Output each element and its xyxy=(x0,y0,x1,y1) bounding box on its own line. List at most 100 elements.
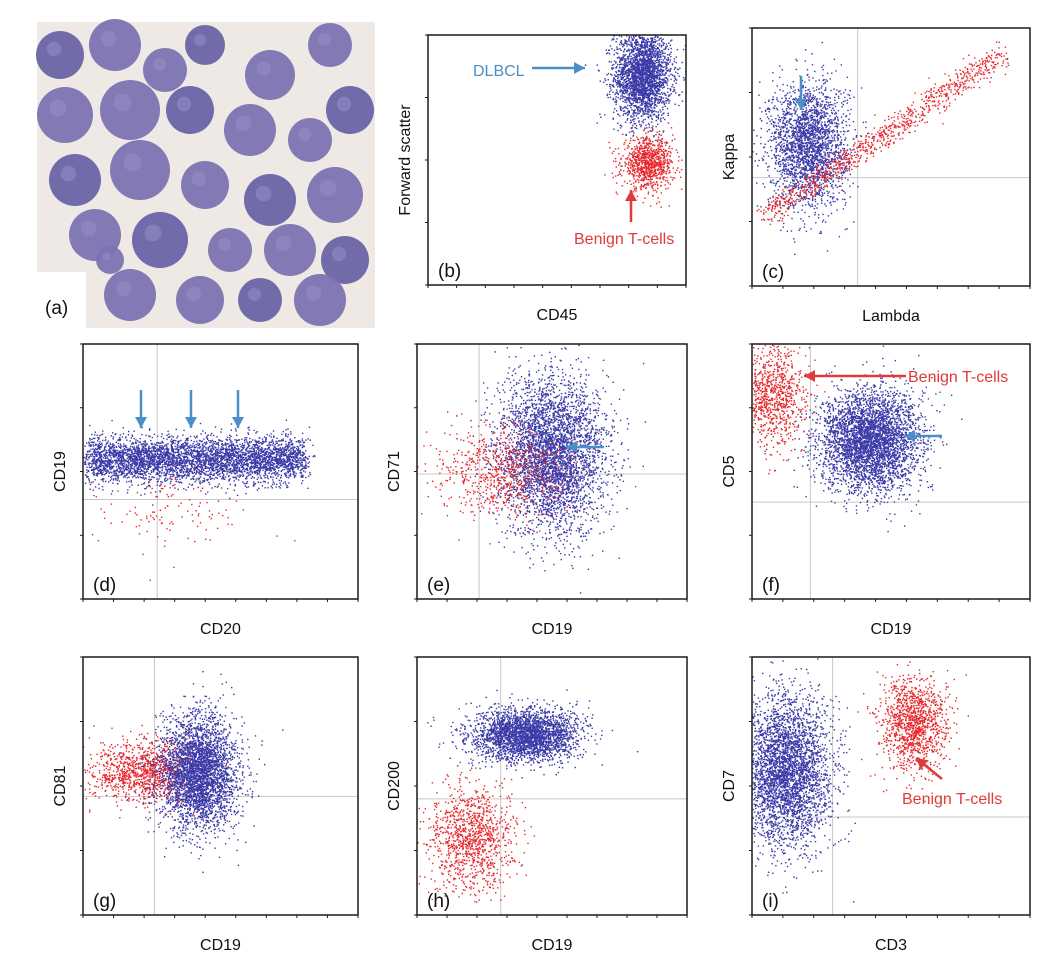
data-point xyxy=(631,62,632,63)
data-point xyxy=(645,133,646,134)
data-point xyxy=(665,161,666,162)
data-point xyxy=(788,130,789,131)
data-point xyxy=(805,87,806,88)
data-point xyxy=(840,136,841,137)
data-point xyxy=(814,71,815,72)
data-point xyxy=(655,140,656,141)
data-point xyxy=(630,58,631,59)
data-point xyxy=(646,103,647,104)
data-point xyxy=(802,174,803,175)
data-point xyxy=(643,185,644,186)
data-point xyxy=(634,118,635,119)
cell-highlight xyxy=(332,247,346,261)
data-point xyxy=(664,58,665,59)
data-point xyxy=(621,36,622,37)
data-point xyxy=(816,207,817,208)
data-point xyxy=(805,49,806,50)
data-point xyxy=(780,230,781,231)
data-point xyxy=(651,98,652,99)
data-point xyxy=(638,77,639,78)
data-point xyxy=(810,228,811,229)
data-point xyxy=(663,167,664,168)
data-point xyxy=(656,173,657,174)
data-point xyxy=(644,44,645,45)
data-point xyxy=(623,170,624,171)
data-point xyxy=(645,93,646,94)
data-point xyxy=(663,161,664,162)
data-point xyxy=(623,86,624,87)
data-point xyxy=(790,144,791,145)
data-point xyxy=(656,60,657,61)
data-point xyxy=(658,139,659,140)
data-point xyxy=(653,111,654,112)
data-point xyxy=(841,122,842,123)
data-point xyxy=(638,68,639,69)
data-point xyxy=(665,106,666,107)
data-point xyxy=(659,149,660,150)
data-point xyxy=(815,155,816,156)
data-point xyxy=(648,192,649,193)
data-point xyxy=(646,178,647,179)
data-point xyxy=(801,169,802,170)
data-point xyxy=(845,170,846,171)
data-point xyxy=(770,115,771,116)
data-point xyxy=(634,77,635,78)
data-point xyxy=(647,168,648,169)
data-point xyxy=(646,184,647,185)
data-point xyxy=(649,138,650,139)
data-point xyxy=(620,91,621,92)
data-point xyxy=(641,84,642,85)
data-point xyxy=(665,97,666,98)
data-point xyxy=(629,180,630,181)
cell-highlight xyxy=(318,33,331,46)
data-point xyxy=(662,113,663,114)
data-point xyxy=(641,186,642,187)
data-point xyxy=(654,37,655,38)
data-point xyxy=(791,149,792,150)
data-point xyxy=(813,87,814,88)
data-point xyxy=(806,198,807,199)
data-point xyxy=(653,94,654,95)
data-point xyxy=(669,61,670,62)
data-point xyxy=(822,144,823,145)
data-point xyxy=(833,201,834,202)
data-point xyxy=(836,150,837,151)
data-point xyxy=(609,61,610,62)
data-point xyxy=(651,73,652,74)
data-point xyxy=(618,57,619,58)
data-point xyxy=(634,188,635,189)
data-point xyxy=(639,86,640,87)
data-point xyxy=(647,143,648,144)
data-point xyxy=(649,94,650,95)
data-point xyxy=(770,182,771,183)
data-point xyxy=(628,168,629,169)
data-point xyxy=(778,132,779,133)
data-point xyxy=(672,140,673,141)
data-point xyxy=(638,177,639,178)
data-point xyxy=(767,166,768,167)
data-point xyxy=(614,60,615,61)
data-point xyxy=(656,191,657,192)
data-point xyxy=(805,167,806,168)
data-point xyxy=(650,183,651,184)
data-point xyxy=(657,56,658,57)
data-point xyxy=(628,80,629,81)
data-point xyxy=(765,111,766,112)
data-point xyxy=(662,52,663,53)
data-point xyxy=(657,197,658,198)
data-point xyxy=(774,105,775,106)
data-point xyxy=(642,59,643,60)
data-point xyxy=(675,79,676,80)
data-point xyxy=(850,109,851,110)
data-point xyxy=(651,168,652,169)
data-point xyxy=(649,127,650,128)
data-point xyxy=(630,61,631,62)
data-point xyxy=(654,114,655,115)
data-point xyxy=(662,55,663,56)
data-point xyxy=(658,111,659,112)
data-point xyxy=(795,131,796,132)
cell-nucleus xyxy=(326,86,374,134)
data-point xyxy=(783,113,784,114)
data-point xyxy=(784,177,785,178)
data-point xyxy=(661,115,662,116)
